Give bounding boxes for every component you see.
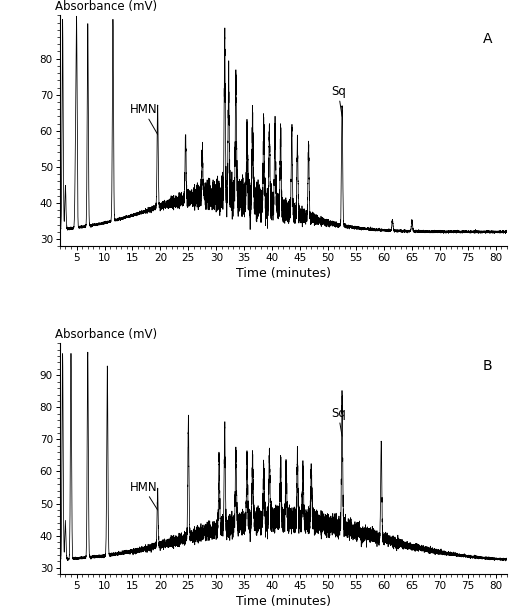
X-axis label: Time (minutes): Time (minutes) [236,595,331,608]
Text: A: A [483,31,492,45]
X-axis label: Time (minutes): Time (minutes) [236,267,331,281]
Text: Absorbance (mV): Absorbance (mV) [55,0,158,13]
Text: B: B [483,359,492,373]
Text: HMN: HMN [129,103,158,134]
Text: Sq: Sq [331,85,346,117]
Text: Sq: Sq [331,407,346,436]
Text: Absorbance (mV): Absorbance (mV) [55,328,158,341]
Text: HMN: HMN [129,481,158,510]
